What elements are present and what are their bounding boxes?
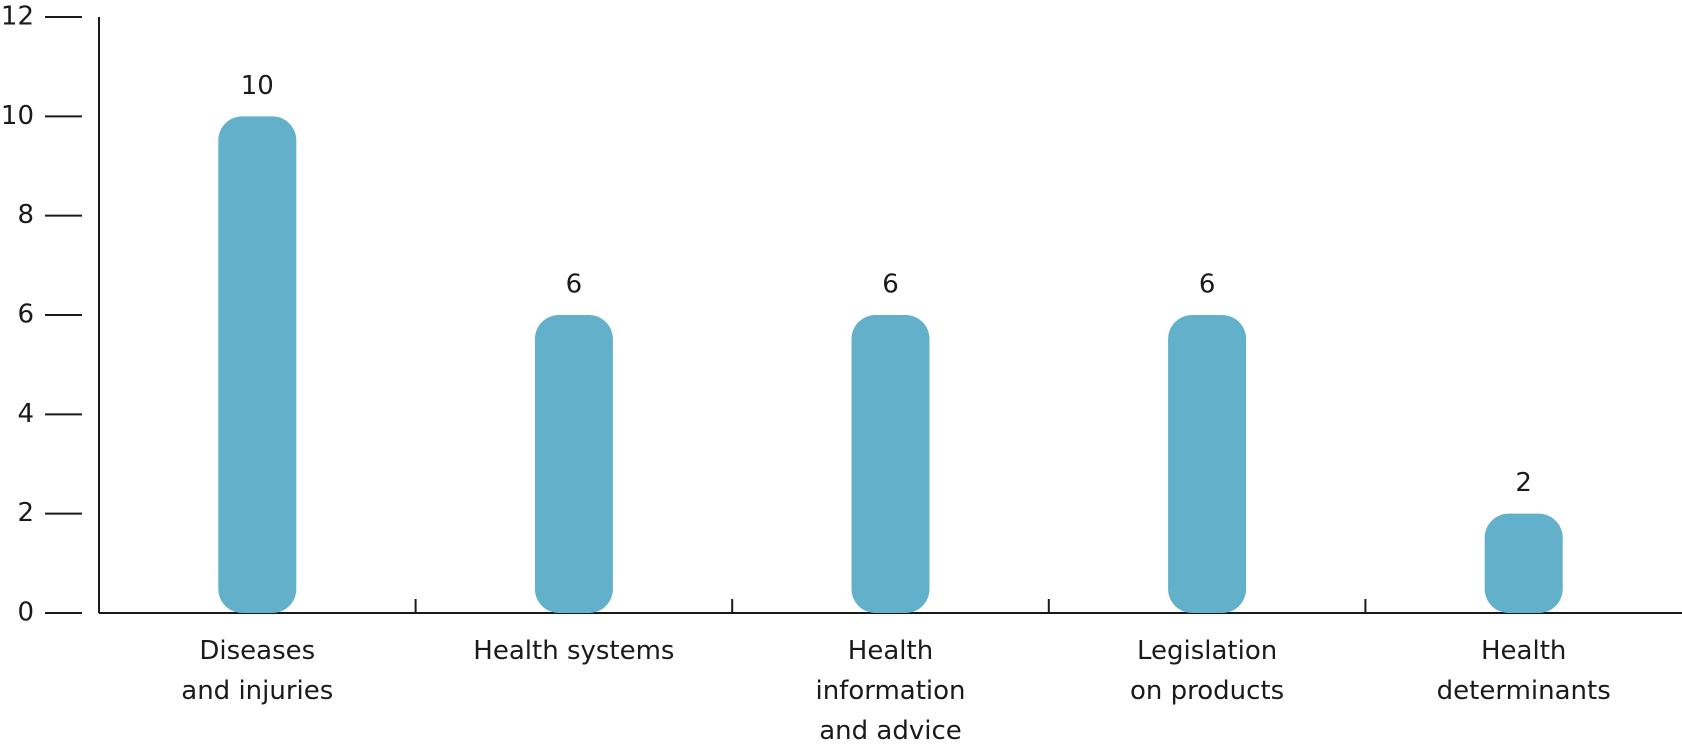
y-tick-label: 4 xyxy=(17,399,34,429)
y-tick-label: 12 xyxy=(1,2,34,32)
y-tick-label: 0 xyxy=(17,598,34,628)
value-label: 6 xyxy=(566,270,583,300)
value-label: 6 xyxy=(882,270,899,300)
x-tick-label: Health determinants xyxy=(1437,636,1611,706)
x-tick-label: Health systems xyxy=(473,636,674,666)
value-label: 2 xyxy=(1515,468,1532,498)
y-tick-label: 6 xyxy=(17,300,34,330)
value-label: 10 xyxy=(241,71,274,101)
bar xyxy=(534,315,613,613)
value-label: 6 xyxy=(1199,270,1216,300)
bar xyxy=(1168,315,1247,613)
x-tick-label: Legislation on products xyxy=(1130,636,1284,706)
x-tick-label: Diseases and injuries xyxy=(181,636,333,706)
bar xyxy=(851,315,930,613)
y-tick-label: 10 xyxy=(1,101,34,131)
x-tick-label: Health information and advice xyxy=(815,636,965,746)
bar xyxy=(1484,513,1563,613)
y-tick-label: 8 xyxy=(17,200,34,230)
y-tick-label: 2 xyxy=(17,498,34,528)
bar xyxy=(218,116,297,613)
